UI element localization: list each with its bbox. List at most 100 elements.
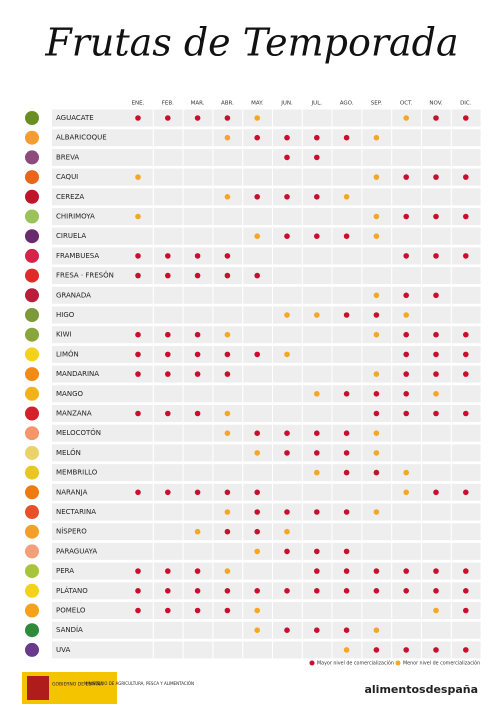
season-dot (254, 115, 260, 121)
season-dot (224, 430, 231, 437)
season-dot (135, 371, 141, 377)
cell-bg (273, 286, 302, 304)
season-dot (135, 607, 141, 614)
cell-bg (422, 464, 451, 482)
season-dot (165, 410, 171, 417)
season-dot (194, 351, 201, 358)
season-dot (463, 588, 469, 594)
cell-bg (422, 227, 451, 245)
cell-bg (273, 326, 302, 344)
cell-bg (392, 523, 421, 541)
row-name-bg (52, 602, 124, 619)
season-dot (194, 489, 201, 496)
season-dot (224, 194, 231, 200)
season-dot (194, 331, 201, 338)
cell-bg (392, 621, 421, 639)
season-dot (373, 213, 380, 220)
season-dot (254, 134, 260, 141)
season-dot (373, 627, 380, 633)
season-dot (463, 647, 469, 653)
season-dot (433, 568, 439, 574)
season-dot (254, 233, 260, 239)
season-dot (373, 430, 380, 437)
cell-bg (273, 168, 302, 186)
season-dot (433, 410, 439, 417)
season-dot (433, 292, 439, 299)
season-dot (463, 489, 469, 496)
fruit-icon (25, 544, 39, 559)
cell-bg (273, 208, 302, 225)
cell-bg (362, 188, 392, 206)
fruit-icon (25, 111, 39, 125)
season-dot (433, 607, 439, 614)
row-name-bg (52, 247, 124, 265)
season-dot (254, 548, 260, 555)
cell-bg (153, 621, 183, 639)
cell-bg (124, 464, 153, 482)
cell-bg (392, 542, 421, 560)
season-dot (314, 391, 320, 397)
season-dot (463, 253, 469, 259)
season-dot (314, 154, 320, 161)
cell-bg (153, 286, 183, 304)
month-label: FEB. (162, 101, 174, 107)
fruit-name: KIWI (56, 331, 72, 339)
cell-bg (153, 424, 183, 442)
season-dot (403, 213, 410, 220)
season-dot (314, 430, 320, 437)
season-dot (343, 391, 350, 397)
fruit-icon (25, 485, 39, 500)
cell-bg (213, 641, 243, 659)
row-name-bg (52, 621, 124, 639)
cell-bg (153, 523, 183, 541)
season-dot (224, 607, 231, 614)
season-dot (135, 272, 141, 279)
cell-bg (183, 188, 213, 206)
cell-bg (153, 227, 183, 245)
month-label: ENE. (132, 101, 145, 107)
fruit-icon (25, 347, 39, 362)
season-dot (343, 194, 350, 200)
fruit-icon (25, 426, 39, 441)
cell-bg (302, 405, 332, 422)
row-name-bg (52, 582, 124, 600)
cell-bg (243, 464, 272, 482)
cell-bg (273, 641, 302, 659)
season-dot (403, 253, 410, 259)
season-dot (194, 115, 201, 121)
row-name-bg (52, 523, 124, 541)
season-dot (254, 627, 260, 633)
cell-bg (362, 345, 392, 363)
season-dot (403, 568, 410, 574)
season-dot (373, 233, 380, 239)
cell-bg (422, 424, 451, 442)
cell-bg (183, 464, 213, 482)
season-dot (284, 154, 290, 161)
fruit-name: LIMÓN (56, 349, 79, 358)
cell-bg (422, 503, 451, 521)
cell-bg (332, 326, 362, 344)
season-dot (343, 509, 350, 515)
fruit-name: MEMBRILLO (56, 469, 98, 477)
cell-bg (213, 227, 243, 245)
season-dot (194, 253, 201, 259)
cell-bg (302, 326, 332, 344)
cell-bg (392, 148, 421, 166)
cell-bg (302, 168, 332, 186)
season-dot (135, 588, 141, 594)
row-name-bg (52, 286, 124, 304)
season-dot (433, 588, 439, 594)
cell-bg (153, 503, 183, 521)
fruit-name: NECTARINA (56, 508, 96, 516)
season-dot (343, 312, 350, 318)
season-dot (433, 174, 439, 180)
cell-bg (273, 405, 302, 422)
cell-bg (332, 365, 362, 383)
cell-bg (451, 267, 481, 285)
season-dot (254, 194, 260, 200)
row-name-bg (52, 424, 124, 442)
season-dot (403, 371, 410, 377)
row-name-bg (52, 306, 124, 324)
season-dot (463, 371, 469, 377)
cell-bg (153, 444, 183, 462)
